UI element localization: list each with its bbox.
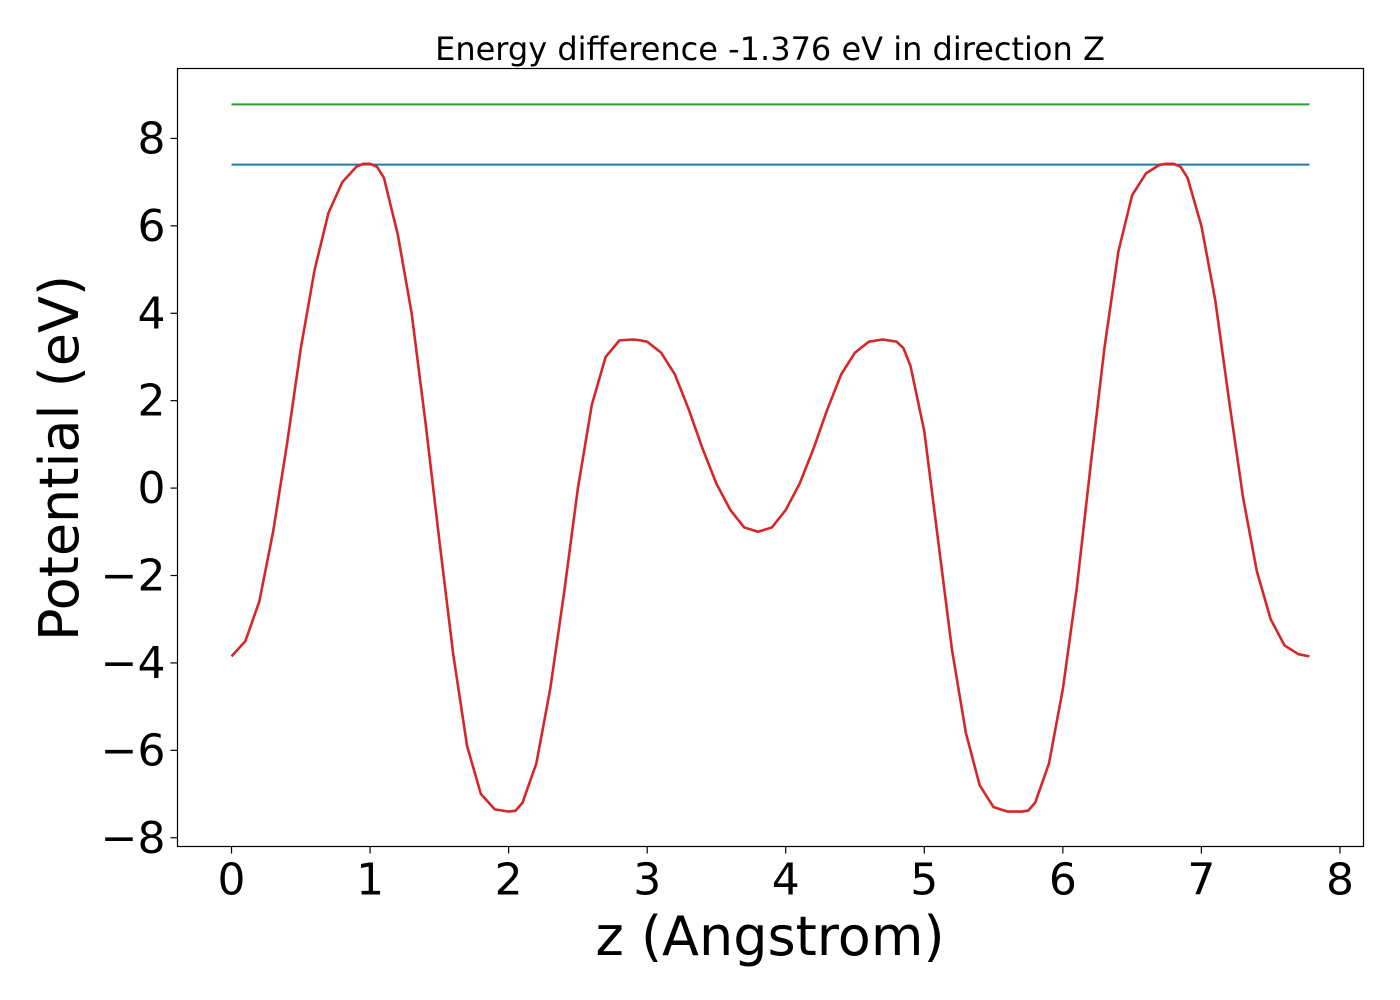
y-tick-label: −8 (101, 813, 166, 864)
chart-title: Energy difference -1.376 eV in direction… (435, 30, 1105, 68)
series-layer (230, 103, 1310, 813)
x-tick-label: 4 (772, 855, 800, 906)
y-tick-label: 2 (138, 376, 166, 427)
plot-frame (176, 67, 1365, 848)
x-axis-ticks: 0 1 2 3 4 5 6 7 8 (218, 846, 1354, 906)
x-tick-label: 6 (1049, 855, 1077, 906)
x-tick-label: 1 (356, 855, 384, 906)
y-tick-label: −4 (101, 638, 166, 689)
x-tick-label: 5 (910, 855, 938, 906)
x-tick-label: 8 (1326, 855, 1354, 906)
x-tick-label: 3 (633, 855, 661, 906)
x-tick-label: 0 (218, 855, 246, 906)
y-axis-ticks: −8 −6 −4 −2 0 2 4 6 8 (101, 113, 178, 864)
x-axis-label: z (Angstrom) (595, 905, 944, 968)
y-tick-label: 0 (138, 463, 166, 514)
series-line-2 (230, 162, 1310, 813)
y-tick-label: 8 (138, 113, 166, 164)
y-tick-label: 6 (138, 201, 166, 252)
y-axis-label: Potential (eV) (28, 275, 91, 641)
x-tick-label: 2 (495, 855, 523, 906)
y-tick-label: −2 (101, 551, 166, 602)
y-tick-label: −6 (101, 725, 166, 776)
y-tick-label: 4 (138, 288, 166, 339)
x-tick-label: 7 (1187, 855, 1215, 906)
